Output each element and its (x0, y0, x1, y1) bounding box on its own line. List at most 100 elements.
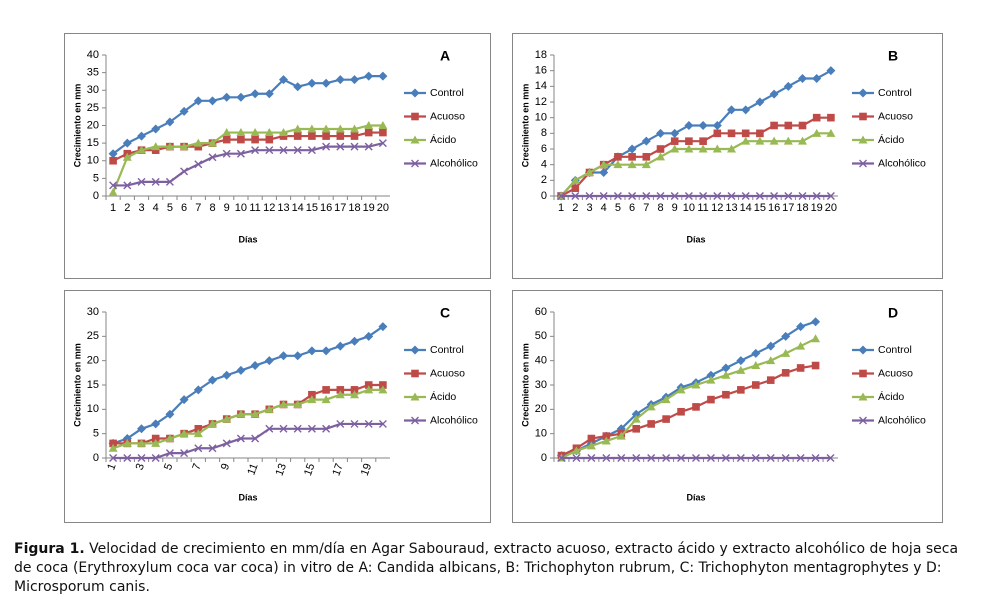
chart-title: C (440, 305, 450, 321)
marker (798, 192, 807, 200)
marker (151, 434, 160, 443)
marker (812, 74, 822, 83)
marker (684, 144, 694, 153)
marker (756, 129, 764, 138)
marker (137, 131, 146, 141)
y-tick-label: 5 (93, 428, 99, 440)
marker (646, 402, 656, 411)
marker (721, 363, 731, 373)
y-tick-label: 25 (87, 330, 99, 342)
marker (251, 146, 260, 155)
x-tick-label: 13 (277, 202, 289, 214)
marker (222, 414, 232, 423)
marker (628, 153, 636, 161)
marker (796, 341, 806, 350)
marker (364, 419, 373, 428)
legend-label: Control (878, 87, 912, 99)
marker (193, 138, 203, 147)
marker (571, 446, 581, 455)
marker (751, 361, 761, 370)
marker (571, 192, 580, 200)
legend-label: Ácido (878, 390, 904, 403)
marker (350, 390, 359, 399)
marker (798, 121, 807, 130)
marker (208, 153, 217, 162)
legend-label: Acuoso (430, 367, 465, 379)
marker (307, 395, 317, 404)
marker (721, 370, 731, 379)
marker (826, 66, 836, 76)
marker (193, 96, 203, 106)
marker (236, 365, 246, 375)
y-axis-label: Crecimiento en mm (520, 84, 530, 168)
marker (781, 331, 791, 341)
marker (151, 419, 161, 429)
marker (165, 449, 174, 458)
marker (783, 81, 793, 91)
marker (308, 390, 316, 399)
marker (811, 361, 820, 370)
marker (642, 153, 651, 161)
marker (826, 192, 835, 200)
marker (751, 454, 760, 462)
marker (410, 88, 420, 98)
marker (179, 429, 189, 438)
marker (350, 142, 359, 151)
x-tick-label: 19 (359, 462, 374, 478)
marker (741, 105, 751, 115)
marker (727, 129, 736, 138)
marker (193, 385, 203, 395)
y-tick-label: 12 (535, 96, 547, 108)
marker (706, 454, 715, 462)
x-tick-label: 8 (657, 202, 663, 214)
x-tick-label: 1 (105, 462, 118, 472)
marker (364, 121, 374, 129)
marker (293, 146, 302, 155)
marker (706, 375, 716, 384)
marker (755, 97, 765, 107)
marker (378, 419, 387, 428)
marker (109, 156, 117, 165)
x-tick-label: 4 (601, 202, 607, 214)
y-tick-label: 2 (541, 174, 547, 186)
x-tick-label: 17 (330, 462, 345, 478)
marker (165, 142, 175, 151)
marker (293, 399, 303, 408)
marker (151, 454, 160, 462)
marker (364, 331, 374, 341)
marker (122, 152, 132, 161)
caption-label: Figura 1. (14, 541, 85, 557)
marker (379, 128, 387, 137)
x-tick-label: 11 (697, 202, 708, 214)
marker (766, 356, 776, 365)
marker (222, 92, 232, 102)
marker (812, 128, 822, 137)
marker (641, 160, 651, 169)
caption: Figura 1. Velocidad de crecimiento en mm… (14, 540, 974, 597)
legend-label: Alcohólico (430, 157, 478, 169)
y-tick-label: 15 (87, 379, 99, 391)
marker (179, 395, 189, 405)
marker (194, 160, 203, 169)
y-tick-label: 30 (535, 379, 547, 391)
marker (557, 192, 566, 200)
marker (222, 149, 231, 158)
x-tick-label: 2 (572, 202, 578, 214)
marker (411, 369, 419, 378)
marker (264, 128, 274, 137)
marker (180, 167, 189, 176)
legend-label: Control (878, 344, 912, 356)
marker (656, 192, 665, 200)
marker (741, 129, 750, 138)
legend-label: Acuoso (878, 367, 913, 379)
legend-label: Ácido (878, 133, 904, 146)
marker (137, 424, 146, 434)
marker (827, 113, 835, 122)
marker (410, 392, 420, 401)
x-tick-label: 6 (181, 202, 187, 214)
marker (265, 146, 274, 155)
y-tick-label: 4 (541, 159, 547, 171)
series-line (113, 422, 383, 460)
marker (858, 345, 868, 355)
marker (751, 381, 760, 389)
